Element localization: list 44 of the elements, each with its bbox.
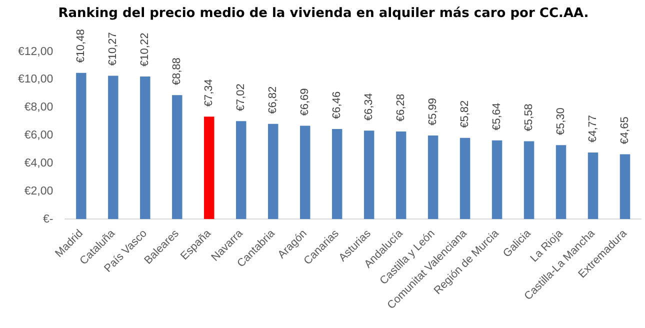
data-label: €5,30 <box>555 108 568 136</box>
data-label: €10,27 <box>107 32 120 66</box>
data-label: €10,22 <box>139 32 152 66</box>
y-tick-label: €- <box>42 213 54 226</box>
data-label: €8,88 <box>171 58 184 86</box>
bar <box>204 116 214 220</box>
data-label: €5,82 <box>459 100 472 128</box>
data-label: €6,28 <box>395 94 408 122</box>
bar <box>620 154 630 220</box>
data-label: €6,34 <box>363 93 376 121</box>
bar <box>332 128 342 220</box>
bar <box>236 121 246 220</box>
data-label: €7,02 <box>235 84 248 112</box>
data-label: €5,64 <box>491 102 504 130</box>
bar <box>76 72 86 220</box>
data-label: €7,34 <box>203 79 216 107</box>
y-tick-label: €2,00 <box>24 185 54 198</box>
bar <box>460 138 470 220</box>
y-tick-label: €4,00 <box>24 157 54 170</box>
bar <box>172 95 182 220</box>
y-tick-label: €10,00 <box>18 74 54 86</box>
bar <box>268 124 278 220</box>
bar <box>556 145 566 220</box>
y-tick-label: €12,00 <box>18 46 54 58</box>
data-label: €6,69 <box>299 88 312 116</box>
data-label: €6,82 <box>267 86 280 114</box>
bar <box>492 140 502 220</box>
bar <box>428 136 438 220</box>
bar <box>108 76 118 220</box>
bar <box>524 141 534 220</box>
chart-title: Ranking del precio medio de la vivienda en alquiler más caro por CC.AA. <box>58 6 589 22</box>
data-label: €5,58 <box>523 104 536 132</box>
y-tick-label: €6,00 <box>24 130 54 142</box>
data-label: €6,46 <box>331 91 344 119</box>
bar <box>300 126 310 220</box>
bar <box>364 130 374 220</box>
data-label: €4,77 <box>587 115 600 143</box>
data-label: €4,65 <box>619 116 632 144</box>
bar <box>588 152 598 220</box>
data-label: €5,99 <box>427 98 440 126</box>
bar <box>140 76 150 220</box>
data-label: €10,48 <box>75 29 88 63</box>
y-tick-label: €8,00 <box>24 102 54 114</box>
bar <box>396 131 406 220</box>
